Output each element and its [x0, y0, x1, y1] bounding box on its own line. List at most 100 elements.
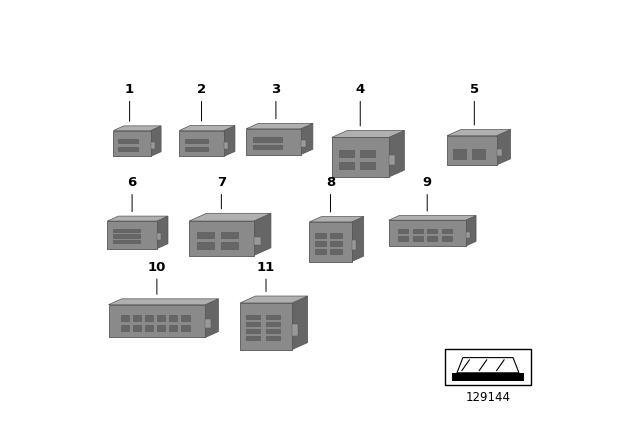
- Polygon shape: [179, 125, 235, 130]
- Bar: [497, 149, 502, 156]
- Bar: [221, 232, 238, 238]
- Polygon shape: [457, 358, 519, 373]
- Bar: [466, 232, 470, 238]
- Bar: [145, 325, 153, 331]
- Bar: [197, 232, 214, 238]
- Polygon shape: [246, 123, 313, 129]
- Bar: [205, 319, 211, 327]
- Bar: [330, 233, 342, 238]
- Bar: [315, 241, 326, 246]
- Bar: [266, 329, 280, 333]
- Polygon shape: [240, 296, 308, 303]
- Bar: [442, 236, 452, 241]
- Bar: [398, 228, 408, 233]
- Bar: [339, 162, 354, 169]
- Bar: [315, 233, 326, 238]
- Text: 9: 9: [422, 177, 432, 190]
- Bar: [309, 222, 351, 262]
- Bar: [428, 228, 437, 233]
- Bar: [351, 240, 356, 250]
- Bar: [118, 146, 138, 151]
- Bar: [108, 221, 157, 249]
- Polygon shape: [108, 216, 168, 221]
- Text: 6: 6: [127, 177, 137, 190]
- Text: 129144: 129144: [465, 391, 511, 404]
- Bar: [253, 145, 282, 150]
- Bar: [181, 315, 189, 321]
- Bar: [339, 150, 354, 157]
- Polygon shape: [189, 213, 271, 221]
- Bar: [301, 140, 305, 147]
- Polygon shape: [447, 129, 511, 136]
- Bar: [246, 336, 260, 340]
- Bar: [113, 234, 140, 237]
- Bar: [428, 236, 437, 241]
- Bar: [246, 322, 260, 326]
- Bar: [246, 315, 260, 319]
- Polygon shape: [205, 299, 218, 337]
- Text: 2: 2: [197, 83, 206, 96]
- Bar: [246, 129, 301, 155]
- Bar: [330, 249, 342, 254]
- Bar: [179, 130, 224, 156]
- Bar: [388, 220, 466, 246]
- Bar: [240, 303, 292, 349]
- Bar: [360, 150, 375, 157]
- Bar: [169, 315, 177, 321]
- Polygon shape: [150, 126, 161, 156]
- Bar: [360, 162, 375, 169]
- Polygon shape: [388, 215, 476, 220]
- Polygon shape: [351, 216, 364, 262]
- Bar: [315, 249, 326, 254]
- Bar: [413, 236, 423, 241]
- Bar: [189, 221, 253, 255]
- Polygon shape: [466, 215, 476, 246]
- Polygon shape: [292, 296, 308, 349]
- Bar: [453, 149, 467, 159]
- Bar: [181, 325, 189, 331]
- Text: 4: 4: [356, 83, 365, 96]
- Bar: [330, 241, 342, 246]
- Bar: [113, 240, 140, 243]
- Text: 7: 7: [217, 177, 226, 190]
- Polygon shape: [157, 216, 168, 249]
- Bar: [132, 325, 141, 331]
- Bar: [113, 229, 140, 232]
- Bar: [113, 130, 150, 156]
- Polygon shape: [309, 216, 364, 222]
- Polygon shape: [253, 213, 271, 255]
- Polygon shape: [224, 125, 235, 156]
- Polygon shape: [109, 299, 218, 305]
- Bar: [157, 325, 165, 331]
- Bar: [221, 242, 238, 249]
- Bar: [197, 242, 214, 249]
- Bar: [120, 315, 129, 321]
- Text: 1: 1: [125, 83, 134, 96]
- Bar: [445, 349, 531, 385]
- Bar: [118, 139, 138, 143]
- Polygon shape: [497, 129, 511, 165]
- Bar: [266, 336, 280, 340]
- Text: 8: 8: [326, 177, 335, 190]
- Bar: [145, 315, 153, 321]
- Bar: [157, 233, 161, 241]
- Bar: [185, 139, 208, 143]
- Bar: [452, 373, 524, 381]
- Bar: [388, 155, 395, 165]
- Bar: [150, 142, 155, 149]
- Bar: [447, 136, 497, 165]
- Bar: [253, 237, 260, 245]
- Bar: [157, 315, 165, 321]
- Text: 10: 10: [148, 261, 166, 274]
- Bar: [224, 142, 228, 149]
- Text: 5: 5: [470, 83, 479, 96]
- Bar: [292, 324, 298, 336]
- Bar: [169, 325, 177, 331]
- Polygon shape: [388, 130, 404, 177]
- Bar: [442, 228, 452, 233]
- Bar: [132, 315, 141, 321]
- Bar: [185, 146, 208, 151]
- Bar: [266, 315, 280, 319]
- Bar: [266, 322, 280, 326]
- Bar: [413, 228, 423, 233]
